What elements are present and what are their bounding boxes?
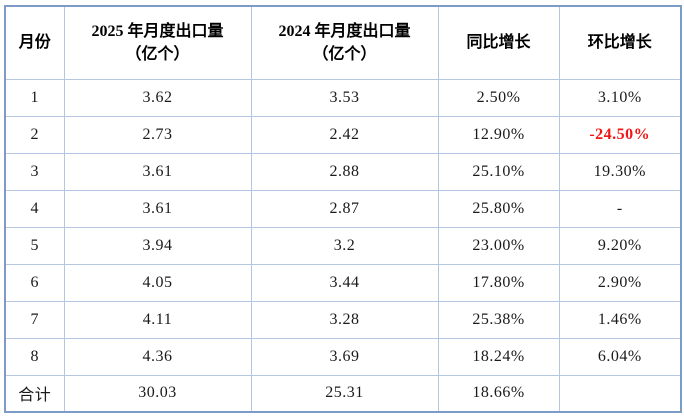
cell-2024: 3.28 [250,300,439,339]
cell-month: 8 [4,337,65,376]
cell-yoy: 18.66% [437,374,560,413]
cell-2025: 3.61 [63,152,252,191]
cell-month: 4 [4,189,65,228]
table-row: 3 3.61 2.88 25.10% 19.30% [4,152,682,191]
cell-2025: 2.73 [63,115,252,154]
cell-yoy: 12.90% [437,115,560,154]
header-2024-export: 2024 年月度出口量 （亿个） [250,5,439,80]
table-row: 5 3.94 3.2 23.00% 9.20% [4,226,682,265]
table-row: 1 3.62 3.53 2.50% 3.10% [4,78,682,117]
cell-2025: 3.61 [63,189,252,228]
cell-total-label: 合计 [4,374,65,413]
table-row: 7 4.11 3.28 25.38% 1.46% [4,300,682,339]
cell-mom-empty [558,374,682,413]
cell-yoy: 23.00% [437,226,560,265]
cell-2024: 2.42 [250,115,439,154]
cell-month: 3 [4,152,65,191]
table-header-row: 月份 2025 年月度出口量 （亿个） 2024 年月度出口量 （亿个） 同比增… [4,5,682,80]
cell-mom: 19.30% [558,152,682,191]
table-row: 6 4.05 3.44 17.80% 2.90% [4,263,682,302]
monthly-export-table: 月份 2025 年月度出口量 （亿个） 2024 年月度出口量 （亿个） 同比增… [4,5,682,413]
cell-month: 1 [4,78,65,117]
cell-mom: 1.46% [558,300,682,339]
cell-month: 6 [4,263,65,302]
cell-2025: 4.11 [63,300,252,339]
cell-yoy: 18.24% [437,337,560,376]
cell-mom: - [558,189,682,228]
header-2025-export: 2025 年月度出口量 （亿个） [63,5,252,80]
cell-2025: 4.36 [63,337,252,376]
cell-mom: 2.90% [558,263,682,302]
cell-2025: 30.03 [63,374,252,413]
cell-yoy: 25.38% [437,300,560,339]
header-month: 月份 [4,5,65,80]
cell-month: 2 [4,115,65,154]
cell-2024: 2.87 [250,189,439,228]
cell-mom: 3.10% [558,78,682,117]
cell-2024: 2.88 [250,152,439,191]
cell-yoy: 25.80% [437,189,560,228]
cell-2025: 3.62 [63,78,252,117]
cell-mom: 6.04% [558,337,682,376]
cell-2024: 25.31 [250,374,439,413]
cell-month: 5 [4,226,65,265]
table-row: 2 2.73 2.42 12.90% -24.50% [4,115,682,154]
cell-yoy: 2.50% [437,78,560,117]
cell-2024: 3.53 [250,78,439,117]
cell-2024: 3.2 [250,226,439,265]
cell-2024: 3.69 [250,337,439,376]
cell-mom-negative: -24.50% [558,115,682,154]
cell-2024: 3.44 [250,263,439,302]
cell-2025: 3.94 [63,226,252,265]
cell-mom: 9.20% [558,226,682,265]
cell-yoy: 25.10% [437,152,560,191]
cell-month: 7 [4,300,65,339]
table-row: 4 3.61 2.87 25.80% - [4,189,682,228]
cell-yoy: 17.80% [437,263,560,302]
header-yoy-growth: 同比增长 [437,5,560,80]
table-total-row: 合计 30.03 25.31 18.66% [4,374,682,413]
header-mom-growth: 环比增长 [558,5,682,80]
cell-2025: 4.05 [63,263,252,302]
table-row: 8 4.36 3.69 18.24% 6.04% [4,337,682,376]
